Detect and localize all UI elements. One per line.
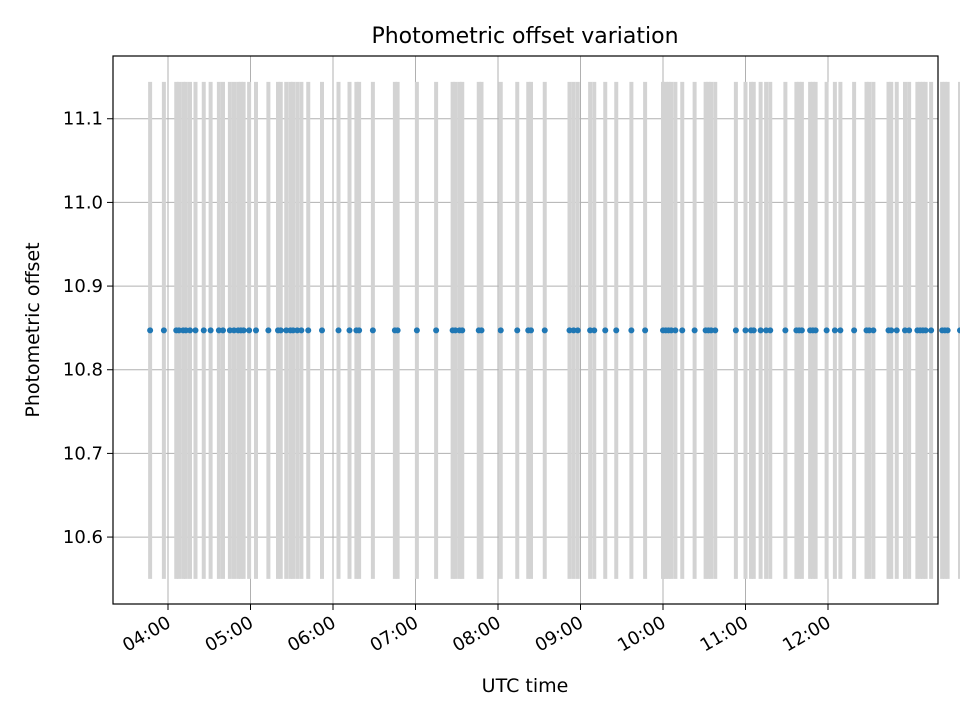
data-point [319, 327, 325, 334]
data-point [767, 327, 774, 334]
data-point [497, 327, 504, 334]
data-point [712, 327, 719, 334]
data-point [708, 327, 715, 334]
data-point [200, 327, 207, 334]
data-point [369, 327, 376, 334]
data-point [346, 327, 353, 334]
data-point [837, 327, 844, 334]
data-point [812, 327, 819, 334]
data-point [742, 327, 749, 334]
data-point [356, 327, 363, 334]
data-point [294, 327, 301, 334]
data-point [226, 327, 233, 334]
data-point [574, 327, 581, 334]
data-point [732, 327, 739, 334]
data-point [750, 327, 757, 334]
data-point [290, 327, 297, 334]
y-tick-label: 11.0 [63, 192, 103, 213]
data-point [906, 327, 913, 334]
data-point [147, 327, 154, 334]
data-point [246, 327, 253, 334]
data-point [866, 327, 873, 334]
data-point [668, 327, 675, 334]
data-point [335, 327, 342, 334]
y-axis-label: Photometric offset [22, 242, 44, 417]
data-point [160, 327, 167, 334]
data-points [147, 327, 960, 334]
x-axis-label: UTC time [482, 675, 569, 697]
data-point [514, 327, 521, 334]
data-point [220, 327, 226, 334]
data-point [782, 327, 789, 334]
data-point [478, 327, 485, 334]
data-point [528, 327, 534, 334]
data-point [413, 327, 420, 334]
data-point [672, 327, 679, 334]
data-point [283, 327, 290, 334]
y-tick-label: 10.7 [63, 443, 103, 464]
y-axis-ticks: 10.6 10.7 10.8 10.9 11.0 11.1 [63, 109, 113, 548]
data-point [265, 327, 272, 334]
y-tick-label: 10.6 [63, 527, 103, 548]
data-point [763, 327, 770, 334]
data-point [215, 327, 222, 334]
data-point [305, 327, 312, 334]
data-point [831, 327, 838, 334]
data-point [541, 327, 548, 334]
data-point [944, 327, 951, 334]
data-point [433, 327, 440, 334]
data-point [757, 327, 764, 334]
data-point [298, 327, 305, 334]
data-point [207, 327, 214, 334]
data-point [452, 327, 459, 334]
y-tick-label: 10.9 [63, 276, 103, 297]
data-point [902, 327, 908, 334]
y-tick-label: 10.8 [63, 360, 103, 381]
data-point [613, 327, 620, 334]
data-point [240, 327, 247, 334]
data-point [628, 327, 635, 334]
data-point [591, 327, 598, 334]
data-point [870, 327, 877, 334]
data-point [922, 327, 929, 334]
chart-title: Photometric offset variation [371, 24, 678, 49]
data-point [566, 327, 573, 334]
data-point [176, 327, 182, 334]
data-point [277, 327, 284, 334]
data-point [957, 327, 960, 334]
y-tick-label: 11.1 [63, 109, 103, 130]
data-point [394, 327, 401, 334]
data-point [253, 327, 259, 334]
data-point [798, 327, 805, 334]
data-point [570, 327, 577, 334]
data-point [928, 327, 935, 334]
data-point [851, 327, 858, 334]
data-point [691, 327, 698, 334]
data-point [893, 327, 900, 334]
data-point [459, 327, 466, 334]
data-point [642, 327, 649, 334]
plot-frame [112, 55, 939, 605]
data-point [182, 327, 189, 334]
data-point [888, 327, 895, 334]
data-point [602, 327, 609, 334]
data-point [587, 327, 594, 334]
data-point [231, 327, 237, 334]
data-point [823, 327, 830, 334]
data-point [679, 327, 686, 334]
data-point [192, 327, 199, 334]
data-point [187, 327, 193, 334]
